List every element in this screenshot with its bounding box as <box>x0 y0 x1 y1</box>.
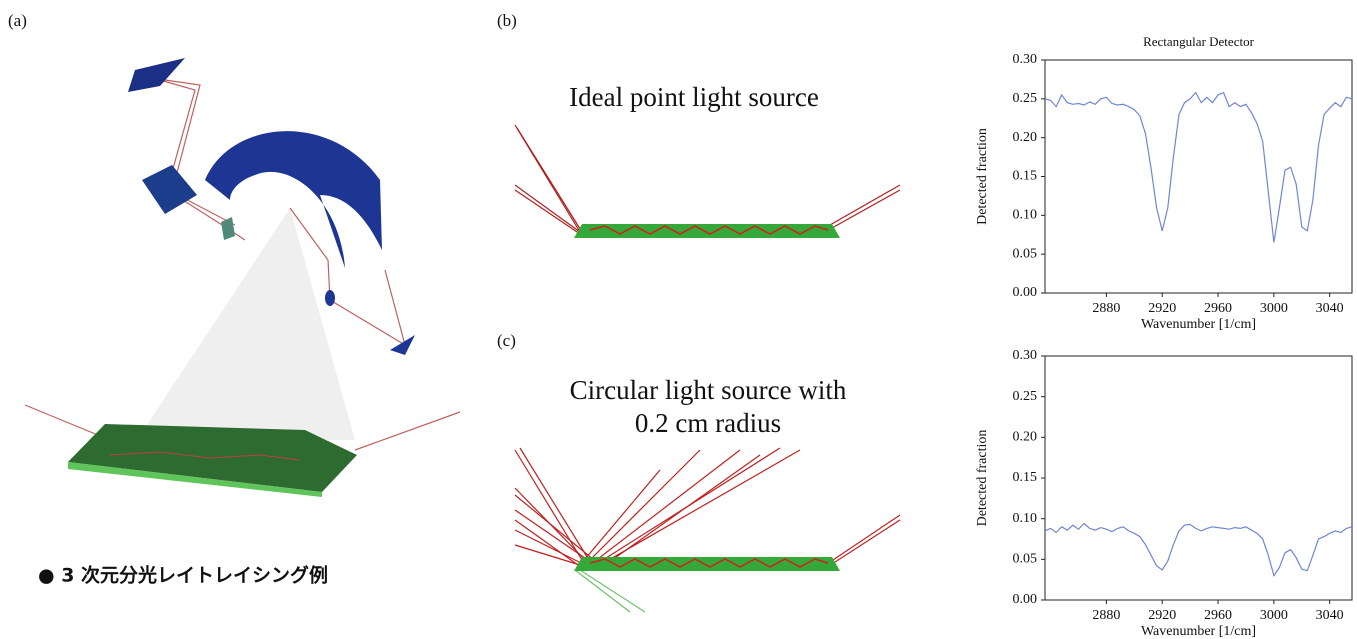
y-tick-label: 0.05 <box>1013 552 1038 567</box>
raytrace-3d <box>25 58 460 497</box>
panel-title: Ideal point light source <box>569 82 819 112</box>
x-tick-label: 3040 <box>1316 301 1344 316</box>
x-tick-label: 2920 <box>1148 608 1176 623</box>
raytrace-2d <box>515 448 900 612</box>
y-tick-label: 0.25 <box>1013 389 1038 404</box>
panel-label: (c) <box>497 331 516 350</box>
y-tick-label: 0.00 <box>1013 592 1038 607</box>
line-series <box>1045 524 1352 576</box>
x-tick-label: 2880 <box>1092 301 1120 316</box>
y-tick-label: 0.25 <box>1013 91 1038 106</box>
y-tick-label: 0.05 <box>1013 246 1038 261</box>
caption: ● 3 次元分光レイトレイシング例 <box>38 564 328 587</box>
y-tick-label: 0.10 <box>1013 511 1038 526</box>
raytrace-2d <box>515 125 900 238</box>
plot-frame <box>1045 356 1352 600</box>
x-tick-label: 2920 <box>1148 301 1176 316</box>
chart-title: Rectangular Detector <box>1143 34 1254 49</box>
panel-title: 0.2 cm radius <box>635 408 781 438</box>
y-axis-label: Detected fraction <box>975 128 990 225</box>
y-axis-label: Detected fraction <box>975 430 990 527</box>
x-tick-label: 3000 <box>1260 608 1288 623</box>
x-tick-label: 3000 <box>1260 301 1288 316</box>
line-series <box>1045 93 1352 243</box>
y-tick-label: 0.15 <box>1013 470 1038 485</box>
y-tick-label: 0.30 <box>1013 348 1038 363</box>
y-tick-label: 0.00 <box>1013 285 1038 300</box>
x-tick-label: 2960 <box>1204 301 1232 316</box>
y-tick-label: 0.20 <box>1013 130 1038 145</box>
panel-label: (a) <box>8 11 27 30</box>
x-tick-label: 3040 <box>1316 608 1344 623</box>
panel-title: Circular light source with <box>570 375 847 405</box>
x-tick-label: 2960 <box>1204 608 1232 623</box>
y-tick-label: 0.30 <box>1013 52 1038 67</box>
y-tick-label: 0.15 <box>1013 169 1038 184</box>
panel-label: (b) <box>497 11 517 30</box>
y-tick-label: 0.20 <box>1013 430 1038 445</box>
y-tick-label: 0.10 <box>1013 208 1038 223</box>
x-tick-label: 2880 <box>1092 608 1120 623</box>
x-axis-label: Wavenumber [1/cm] <box>1141 317 1256 332</box>
figure: (a) (b) (c) ● 3 次元分光レイトレイシング例 Ideal poin… <box>0 0 1357 639</box>
x-axis-label: Wavenumber [1/cm] <box>1141 624 1256 639</box>
plot-frame <box>1045 60 1352 293</box>
